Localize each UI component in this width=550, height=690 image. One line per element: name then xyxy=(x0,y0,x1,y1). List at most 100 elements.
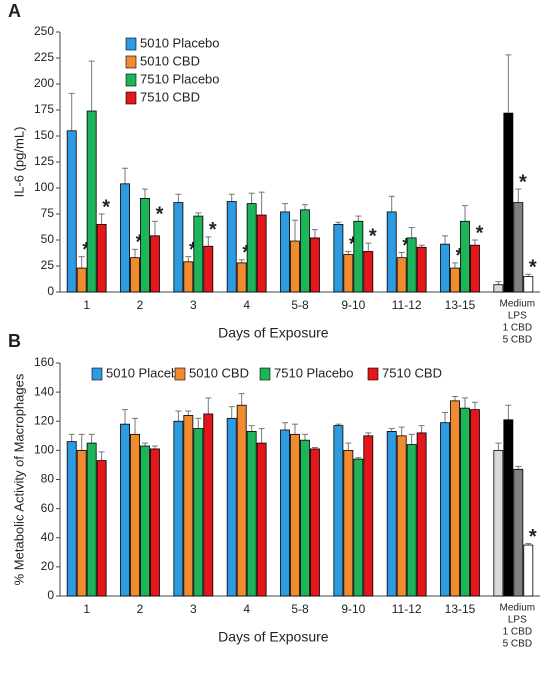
legend-label: 5010 Placebo xyxy=(140,35,220,50)
control-label: 1 CBD xyxy=(503,323,532,334)
significance-star: * xyxy=(402,235,410,257)
x-tick-label: 4 xyxy=(243,602,250,616)
bar xyxy=(96,460,107,597)
significance-star: * xyxy=(209,219,217,241)
bar xyxy=(86,110,97,293)
control-bar xyxy=(523,275,534,293)
x-tick-label: 5-8 xyxy=(291,298,309,312)
bar xyxy=(450,267,460,293)
legend-label: 5010 CBD xyxy=(189,365,249,380)
y-tick-label: 250 xyxy=(34,24,54,38)
control-bar xyxy=(523,544,534,597)
bar xyxy=(353,458,364,597)
significance-star: * xyxy=(242,242,250,264)
bar xyxy=(66,441,77,597)
control-label: Medium xyxy=(500,299,536,310)
legend-swatch xyxy=(125,73,137,87)
y-tick-label: 225 xyxy=(34,50,54,64)
significance-star: * xyxy=(369,225,377,247)
bar xyxy=(460,220,470,293)
bar xyxy=(246,203,257,293)
control-bar xyxy=(493,449,504,597)
x-tick-label: 2 xyxy=(137,298,144,312)
y-tick-label: 75 xyxy=(41,206,55,220)
y-tick-label: 175 xyxy=(34,102,54,116)
x-tick-label: 9-10 xyxy=(341,602,365,616)
bar xyxy=(406,237,417,293)
y-axis-title: IL-6 (pg/mL) xyxy=(11,127,26,198)
bar xyxy=(130,433,140,597)
x-tick-label: 13-15 xyxy=(445,298,476,312)
x-tick-label: 5-8 xyxy=(291,602,309,616)
x-tick-label: 3 xyxy=(190,602,197,616)
significance-star: * xyxy=(349,234,357,256)
bar xyxy=(416,246,427,293)
bar xyxy=(440,422,450,597)
significance-star: * xyxy=(456,245,464,267)
control-bar xyxy=(503,419,514,597)
x-tick-label: 4 xyxy=(243,298,250,312)
legend-swatch xyxy=(259,367,271,381)
bar xyxy=(406,444,417,597)
bar xyxy=(280,211,290,293)
bar xyxy=(396,435,407,597)
bar xyxy=(343,449,354,597)
bar xyxy=(76,267,87,293)
legend-swatch xyxy=(174,367,186,381)
bar xyxy=(173,202,184,293)
x-axis-title: Days of Exposure xyxy=(218,325,329,341)
y-tick-label: 20 xyxy=(41,559,55,573)
x-tick-label: 3 xyxy=(190,298,197,312)
y-tick-label: 25 xyxy=(41,258,55,272)
significance-star: * xyxy=(529,257,537,279)
bar xyxy=(173,420,184,597)
y-axis-title: % Metabolic Activity of Macrophages xyxy=(11,373,26,585)
bar xyxy=(76,449,87,597)
bar xyxy=(470,409,480,597)
bar xyxy=(130,257,140,293)
bar xyxy=(246,431,257,597)
bar xyxy=(290,240,300,293)
legend-label: 5010 CBD xyxy=(140,53,200,68)
y-tick-label: 60 xyxy=(41,501,55,515)
y-tick-label: 50 xyxy=(41,232,55,246)
bar xyxy=(300,439,310,597)
bar xyxy=(363,435,374,597)
legend-label: 7510 CBD xyxy=(382,365,442,380)
significance-star: * xyxy=(82,239,90,261)
y-tick-label: 100 xyxy=(34,180,54,194)
bar xyxy=(440,243,450,293)
bar xyxy=(203,413,214,597)
control-bar xyxy=(503,112,514,293)
bar xyxy=(236,262,247,293)
y-tick-label: 0 xyxy=(47,588,54,602)
bar xyxy=(96,223,107,293)
legend-label: 7510 Placebo xyxy=(274,365,354,380)
bar xyxy=(310,237,320,293)
bar xyxy=(183,415,194,597)
control-label: Medium xyxy=(500,603,536,614)
bar xyxy=(86,442,97,597)
bar xyxy=(460,407,470,597)
x-tick-label: 2 xyxy=(137,602,144,616)
y-tick-label: 0 xyxy=(47,284,54,298)
y-tick-label: 140 xyxy=(34,384,54,398)
bar xyxy=(333,223,344,293)
legend-label: 7510 CBD xyxy=(140,89,200,104)
control-label: 5 CBD xyxy=(503,335,532,346)
bar xyxy=(396,257,407,293)
bar xyxy=(193,215,204,293)
bar xyxy=(226,201,237,293)
bar xyxy=(193,428,204,597)
panel-label: B xyxy=(8,331,21,351)
y-tick-label: 150 xyxy=(34,128,54,142)
bar xyxy=(140,197,150,293)
bar xyxy=(256,214,267,293)
control-bar xyxy=(493,284,504,293)
bar xyxy=(343,254,354,293)
control-label: 5 CBD xyxy=(503,639,532,650)
significance-star: * xyxy=(156,204,164,226)
bar xyxy=(310,448,320,597)
